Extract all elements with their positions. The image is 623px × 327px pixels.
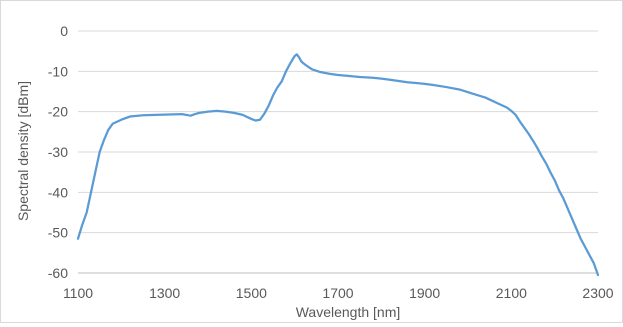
x-tick-label: 1300 [149,285,180,301]
x-tick-labels: 1100 1300 1500 1700 1900 2100 2300 [63,285,614,301]
y-axis-title: Spectral density [dBm] [15,81,31,221]
x-tick-label: 2300 [582,285,613,301]
x-tick-label: 1500 [236,285,267,301]
y-tick-label: -60 [48,265,68,281]
x-tick-label: 1700 [322,285,353,301]
y-tick-label: -20 [48,104,68,120]
gridlines [78,30,598,274]
y-tick-label: -10 [48,63,68,79]
y-tick-labels: 0 -10 -20 -30 -40 -50 -60 [48,23,68,281]
x-tick-label: 1900 [409,285,440,301]
x-tick-label: 1100 [63,285,93,301]
series-lines [76,53,600,277]
x-tick-label: 2100 [496,285,527,301]
spectral-density-chart: 0 -10 -20 -30 -40 -50 -60 1100 1300 1500 1700 1900… [15,23,614,320]
series-line-0 [76,53,600,277]
y-tick-label: -30 [48,144,68,160]
x-axis-title: Wavelength [nm] [296,304,401,320]
y-tick-label: -50 [48,225,68,241]
y-tick-label: -40 [48,184,68,200]
y-tick-label: 0 [60,23,68,39]
